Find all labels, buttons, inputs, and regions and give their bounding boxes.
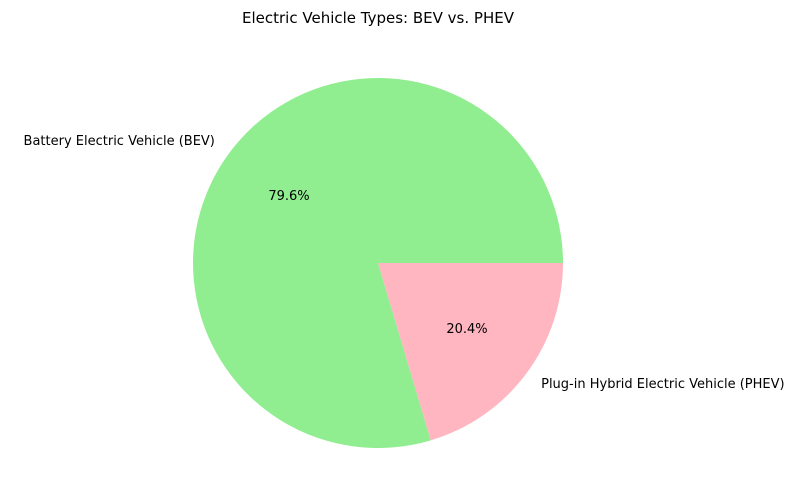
pie-slices: [193, 78, 563, 449]
slice-label-1: Plug-in Hybrid Electric Vehicle (PHEV): [541, 377, 784, 392]
pct-label-0: 79.6%: [268, 189, 309, 204]
chart-title: Electric Vehicle Types: BEV vs. PHEV: [242, 9, 515, 27]
slice-label-0: Battery Electric Vehicle (BEV): [24, 134, 215, 149]
pie-labels: Battery Electric Vehicle (BEV) 79.6% Plug-…: [24, 134, 785, 392]
pie-slice-1: [378, 263, 563, 441]
pct-label-1: 20.4%: [446, 322, 487, 337]
